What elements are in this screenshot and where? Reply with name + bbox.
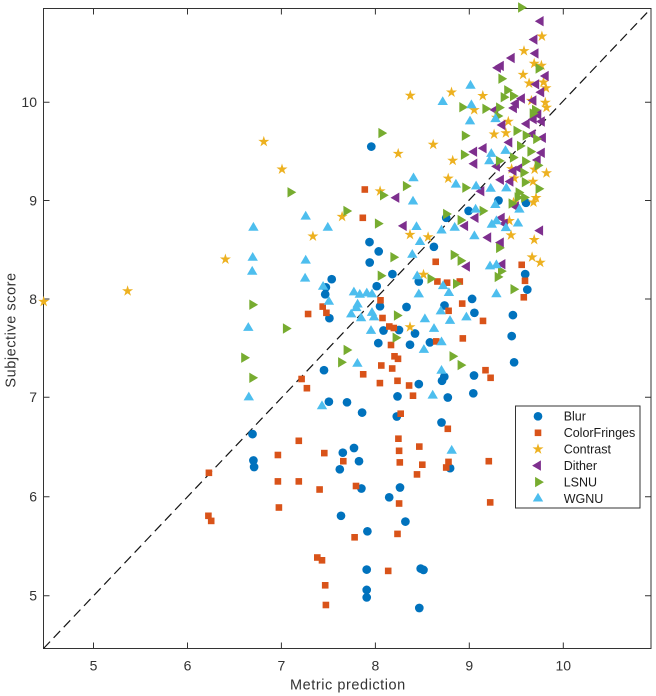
svg-text:7: 7 <box>278 658 286 674</box>
svg-text:8: 8 <box>29 291 37 307</box>
svg-text:ColorFringes: ColorFringes <box>564 426 636 440</box>
svg-text:9: 9 <box>465 658 473 674</box>
svg-text:Dither: Dither <box>564 459 597 473</box>
svg-text:7: 7 <box>29 389 37 405</box>
svg-text:Metric prediction: Metric prediction <box>290 677 406 693</box>
svg-text:10: 10 <box>556 658 572 674</box>
svg-text:WGNU: WGNU <box>564 492 604 506</box>
svg-text:Blur: Blur <box>564 410 586 424</box>
svg-text:6: 6 <box>184 658 192 674</box>
svg-text:LSNU: LSNU <box>564 476 597 490</box>
svg-text:8: 8 <box>372 658 380 674</box>
svg-text:5: 5 <box>29 588 37 604</box>
svg-text:Subjective score: Subjective score <box>4 272 20 387</box>
svg-text:9: 9 <box>29 192 37 208</box>
svg-text:Contrast: Contrast <box>564 443 612 457</box>
svg-text:10: 10 <box>21 94 37 110</box>
svg-text:5: 5 <box>90 658 98 674</box>
svg-text:6: 6 <box>29 489 37 505</box>
